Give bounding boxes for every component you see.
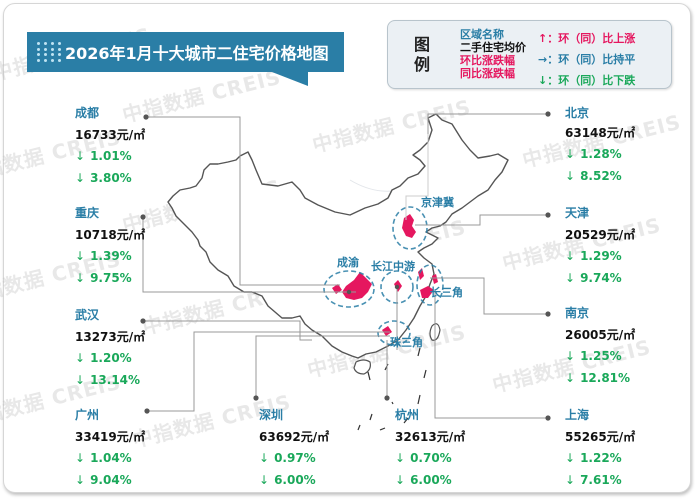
city-yoy-change: ↓ 6.00% [259,473,316,487]
city-card-chengdu: 成都 16733元/㎡ ↓ 1.01% ↓ 3.80% [75,104,195,189]
city-yoy-change: ↓ 8.52% [565,169,622,183]
city-yoy-change: ↓ 13.14% [75,373,141,387]
city-price: 26005元/㎡ [565,328,636,342]
city-card-chongqing: 重庆 10718元/㎡ ↓ 1.39% ↓ 9.75% [75,204,195,289]
down-arrow-icon: ↓ [565,371,576,385]
down-arrow-icon: ↓ [395,451,406,465]
down-arrow-icon: ↓ [75,351,86,365]
city-mom-change: ↓ 1.22% [565,451,622,465]
city-yoy-change: ↓ 12.81% [565,371,631,385]
city-name: 杭州 [395,408,420,422]
region-label-cy: 成渝 [337,256,359,269]
down-arrow-icon: ↓ [75,249,86,263]
city-mom-change: ↓ 1.25% [565,349,622,363]
city-yoy-change: ↓ 9.04% [75,473,132,487]
down-arrow-icon: ↓ [75,171,86,185]
legend-key-yoy: 同比涨跌幅 [460,67,515,80]
city-price: 16733元/㎡ [75,128,146,142]
city-price: 32613元/㎡ [395,430,466,444]
legend-arrow-down: ↓：环（同）比下跌 [538,74,636,87]
city-card-hangzhou: 杭州 32613元/㎡ ↓ 0.70% ↓ 6.00% [395,406,515,491]
legend-keys: 区域名称 二手住宅均价 环比涨跌幅 同比涨跌幅 [460,28,526,80]
city-name: 成都 [75,106,100,120]
legend-arrow-flat: →：环（同）比持平 [538,53,636,66]
down-arrow-icon: ↓ [565,249,576,263]
city-yoy-change: ↓ 3.80% [75,171,132,185]
down-arrow-icon: ↓ [75,149,86,163]
down-arrow-icon: ↓ [259,451,270,465]
city-card-nanjing: 南京 26005元/㎡ ↓ 1.25% ↓ 12.81% [565,304,685,389]
down-arrow-icon: ↓ [565,147,576,161]
city-price: 63692元/㎡ [259,430,330,444]
legend: 图 例 区域名称 二手住宅均价 环比涨跌幅 同比涨跌幅 ↑：环（同）比上涨 →：… [387,20,672,89]
title-banner: 2026年1月十大城市二住宅价格地图 [27,32,344,72]
legend-arrow-up: ↑：环（同）比上涨 [538,32,636,45]
page-title: 2026年1月十大城市二住宅价格地图 [65,44,329,63]
down-arrow-icon: ↓ [565,451,576,465]
region-label-zsj: 珠三角 [390,336,423,349]
city-card-shanghai: 上海 55265元/㎡ ↓ 1.22% ↓ 7.61% [565,406,685,491]
city-yoy-change: ↓ 6.00% [395,473,452,487]
down-arrow-icon: ↓ [75,451,86,465]
city-mom-change: ↓ 1.20% [75,351,132,365]
city-name: 深圳 [259,408,284,422]
region-label-csj: 长三角 [430,286,463,299]
down-arrow-icon: ↓ [259,473,270,487]
legend-key-mom: 环比涨跌幅 [460,54,515,67]
city-card-tianjin: 天津 20529元/㎡ ↓ 1.29% ↓ 9.74% [565,204,685,289]
city-name: 南京 [565,306,590,320]
city-mom-change: ↓ 1.39% [75,249,132,263]
legend-arrows: ↑：环（同）比上涨 →：环（同）比持平 ↓：环（同）比下跌 [538,28,635,91]
city-price: 55265元/㎡ [565,430,636,444]
city-price: 33419元/㎡ [75,430,146,444]
city-card-beijing: 北京 63148元/㎡ ↓ 1.28% ↓ 8.52% [565,104,685,187]
region-label-cjzy: 长江中游 [371,260,415,273]
city-price: 13273元/㎡ [75,330,146,344]
city-mom-change: ↓ 1.29% [565,249,622,263]
city-yoy-change: ↓ 9.74% [565,271,622,285]
city-name: 广州 [75,408,100,422]
down-arrow-icon: ↓ [565,169,576,183]
down-arrow-icon: ↓ [565,473,576,487]
city-name: 上海 [565,408,590,422]
down-arrow-icon: ↓ [395,473,406,487]
region-label-jjj: 京津冀 [421,196,454,209]
city-card-guangzhou: 广州 33419元/㎡ ↓ 1.04% ↓ 9.04% [75,406,195,491]
city-name: 重庆 [75,206,100,220]
legend-key-region-name: 区域名称 [460,28,504,41]
down-arrow-icon: ↓ [75,271,86,285]
dots-decoration-icon [35,41,63,63]
city-mom-change: ↓ 1.01% [75,149,132,163]
down-arrow-icon: ↓ [565,349,576,363]
city-card-wuhan: 武汉 13273元/㎡ ↓ 1.20% ↓ 13.14% [75,306,195,391]
down-arrow-icon: ↓ [565,271,576,285]
city-name: 北京 [565,106,590,120]
city-price: 10718元/㎡ [75,228,146,242]
city-mom-change: ↓ 0.97% [259,451,316,465]
city-price: 63148元/㎡ [565,126,636,140]
title-banner-tail [272,72,308,86]
city-price: 20529元/㎡ [565,228,636,242]
city-card-shenzhen: 深圳 63692元/㎡ ↓ 0.97% ↓ 6.00% [259,406,379,491]
legend-key-price: 二手住宅均价 [460,41,526,54]
down-arrow-icon: ↓ [75,373,86,387]
city-mom-change: ↓ 0.70% [395,451,452,465]
city-yoy-change: ↓ 7.61% [565,473,622,487]
legend-label: 图 例 [413,35,430,74]
city-mom-change: ↓ 1.28% [565,147,622,161]
city-yoy-change: ↓ 9.75% [75,271,132,285]
down-arrow-icon: ↓ [75,473,86,487]
city-name: 天津 [565,206,590,220]
city-mom-change: ↓ 1.04% [75,451,132,465]
city-name: 武汉 [75,308,100,322]
